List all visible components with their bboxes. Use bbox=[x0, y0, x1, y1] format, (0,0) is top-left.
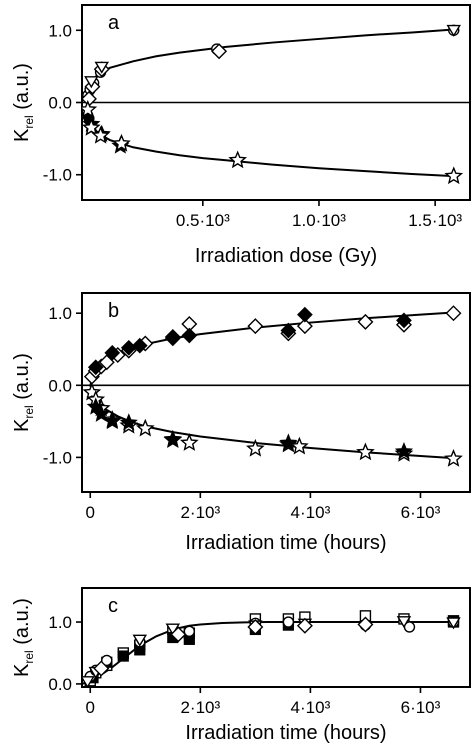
data-point-star-open bbox=[228, 150, 248, 169]
data-point-diamond-open bbox=[93, 660, 110, 677]
data-point-star-open bbox=[179, 433, 199, 451]
x-tick-label: 6·10³ bbox=[401, 503, 441, 522]
y-tick-label: 1.0 bbox=[48, 21, 72, 40]
x-axis-title: Irradiation time (hours) bbox=[185, 722, 386, 744]
data-point-star-open bbox=[444, 166, 464, 185]
data-point-star-filled bbox=[163, 429, 182, 448]
data-point-diamond-open bbox=[296, 318, 313, 335]
data-point-diamond-filled bbox=[280, 322, 297, 339]
data-point-star-open bbox=[290, 436, 309, 455]
data-point-diamond-filled bbox=[396, 312, 412, 329]
data-point-triangle-down-open bbox=[94, 61, 109, 74]
data-point-star-open bbox=[91, 125, 110, 144]
panel-b: 1.0 0.0 -1.0 0 2·10³ 4·10³ 6·10³ Irradiation ti… bbox=[11, 292, 471, 554]
panel-label: c bbox=[108, 595, 118, 617]
y-axis-title: Krel (a.u.) bbox=[11, 63, 36, 142]
x-tick-label: 2·10³ bbox=[180, 698, 220, 717]
data-point-diamond-open bbox=[296, 617, 313, 634]
data-point-diamond-filled bbox=[164, 330, 181, 347]
data-point-triangle-down-open bbox=[446, 617, 461, 630]
data-point-triangle-down-open bbox=[82, 676, 95, 687]
data-point-star-open bbox=[356, 442, 375, 461]
fit-curve bbox=[86, 109, 454, 178]
data-point-triangle-down-open bbox=[396, 616, 412, 629]
data-point-diamond-open bbox=[84, 78, 101, 95]
data-point-diamond-filled bbox=[131, 337, 148, 354]
data-point-diamond-open bbox=[170, 626, 187, 643]
data-point-triangle-down-open bbox=[132, 634, 148, 647]
data-point-star-open bbox=[246, 438, 265, 457]
data-point-star-filled bbox=[279, 433, 298, 451]
x-axis-title: Irradiation time (hours) bbox=[185, 532, 386, 554]
data-point-triangle-down-open bbox=[446, 24, 461, 37]
data-point-diamond-filled bbox=[181, 327, 198, 344]
x-tick-label: 2·10³ bbox=[180, 503, 220, 522]
panel-c: 1.0 0.0 0 2·10³ 4·10³ 6·10³ Irradiation time (… bbox=[11, 587, 471, 744]
data-point-diamond-open bbox=[247, 318, 264, 335]
y-tick-label: 1.0 bbox=[48, 613, 72, 632]
fit-curve bbox=[86, 28, 454, 96]
x-tick-label: 1.5·10³ bbox=[408, 211, 462, 230]
data-point-circle-open bbox=[183, 625, 196, 638]
data-point-star-open bbox=[82, 99, 98, 118]
plot-frame bbox=[81, 587, 471, 688]
x-tick-label: 4·10³ bbox=[291, 503, 331, 522]
data-point-diamond-filled bbox=[104, 344, 121, 361]
x-tick-label: 0 bbox=[86, 698, 95, 717]
data-point-star-open bbox=[82, 117, 101, 136]
data-point-star-filled bbox=[394, 442, 414, 460]
x-tick-label: 4·10³ bbox=[291, 698, 331, 717]
data-point-star-filled bbox=[92, 404, 111, 422]
plot-frame bbox=[81, 292, 471, 493]
y-tick-label: -1.0 bbox=[43, 448, 72, 467]
y-axis-title: Krel (a.u.) bbox=[11, 598, 36, 677]
data-point-diamond-open bbox=[211, 43, 228, 60]
y-tick-label: 0.0 bbox=[48, 376, 72, 395]
data-point-circle-open bbox=[282, 616, 295, 628]
y-tick-label: 1.0 bbox=[48, 304, 72, 323]
data-point-star-filled bbox=[103, 411, 122, 430]
panel-label: b bbox=[108, 300, 119, 322]
y-tick-label: 0.0 bbox=[48, 94, 72, 113]
data-point-diamond-filled bbox=[297, 306, 313, 323]
data-point-diamond-open bbox=[445, 305, 462, 322]
data-point-diamond-filled bbox=[87, 359, 104, 376]
data-point-square-filled bbox=[117, 650, 129, 662]
data-point-circle-open bbox=[101, 654, 113, 667]
data-point-star-filled bbox=[119, 413, 138, 431]
y-tick-label: 0.0 bbox=[48, 675, 72, 694]
y-tick-label: -1.0 bbox=[43, 166, 72, 185]
data-point-diamond-open bbox=[357, 313, 374, 330]
data-point-star-open bbox=[135, 418, 155, 437]
data-point-diamond-open bbox=[357, 616, 374, 633]
panel-a: 1.0 0.0 -1.0 0.5·10³ 1.0·10³ 1.5·10³ Irradiati… bbox=[11, 4, 471, 267]
data-point-star-open bbox=[112, 133, 131, 152]
x-axis-title: Irradiation dose (Gy) bbox=[195, 245, 377, 267]
data-point-star-open bbox=[444, 449, 463, 467]
x-tick-label: 0.5·10³ bbox=[176, 211, 230, 230]
x-tick-label: 0 bbox=[86, 503, 95, 522]
data-point-diamond-open bbox=[98, 354, 115, 371]
x-tick-label: 1.0·10³ bbox=[292, 211, 346, 230]
x-tick-label: 6·10³ bbox=[401, 698, 441, 717]
data-point-diamond-open bbox=[247, 618, 264, 635]
y-axis-title: Krel (a.u.) bbox=[11, 353, 36, 432]
panel-label: a bbox=[108, 12, 120, 34]
data-point-triangle-down-open bbox=[84, 76, 99, 89]
